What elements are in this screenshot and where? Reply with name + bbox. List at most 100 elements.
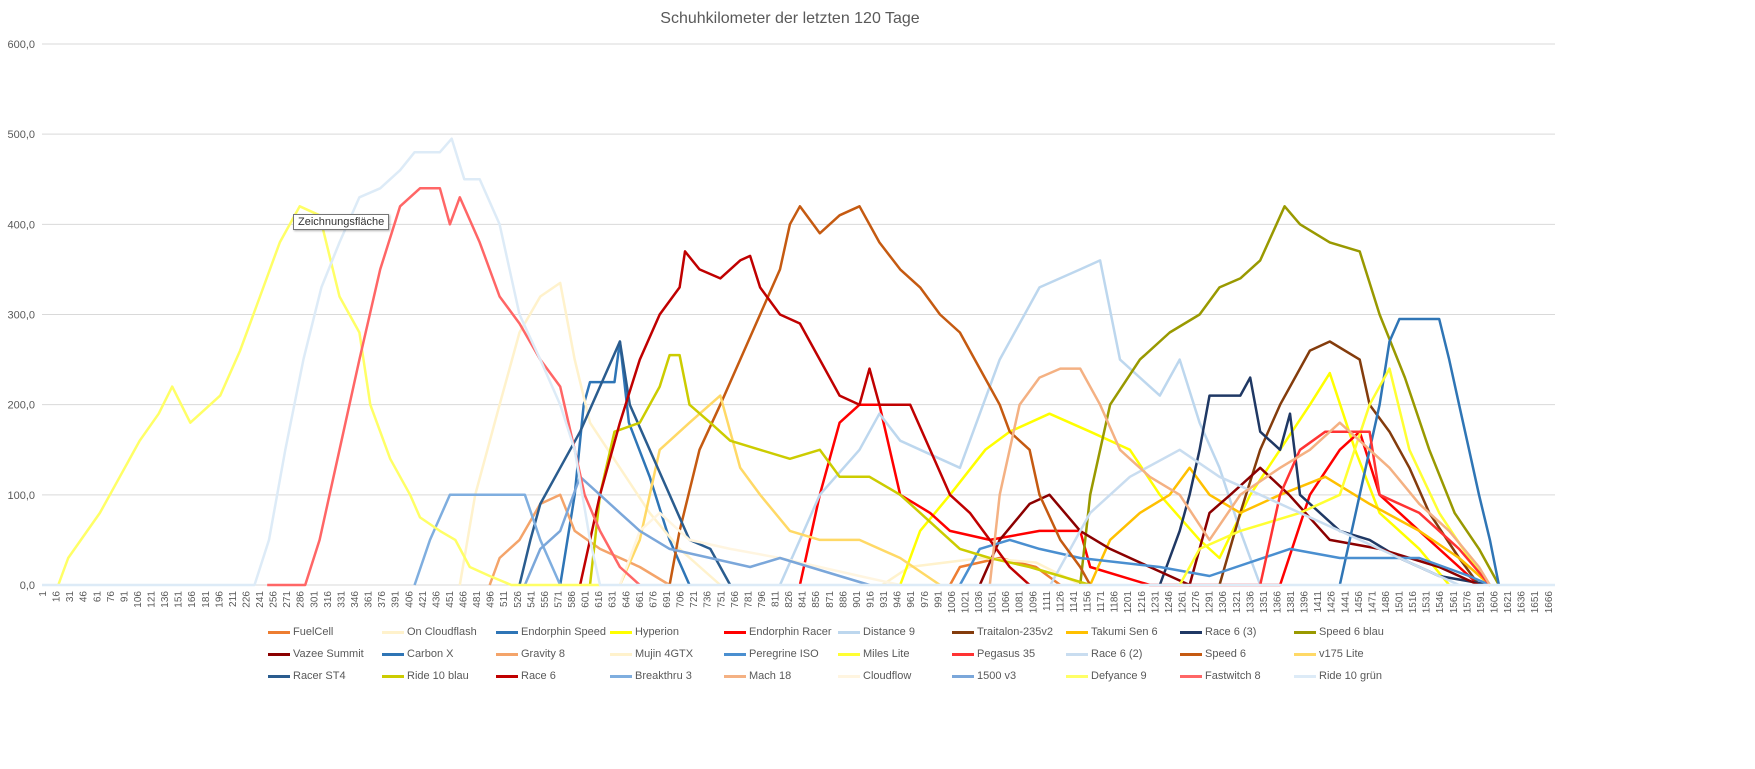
x-tick-label: 1366 (1272, 591, 1283, 614)
series-line-race-6 (578, 250, 1031, 586)
x-tick-label: 1636 (1517, 591, 1528, 614)
legend-swatch (268, 652, 290, 656)
legend-label: Mujin 4GTX (635, 648, 694, 660)
legend-label: Traitalon-235v2 (977, 626, 1054, 638)
x-tick-label: 1111 (1042, 591, 1053, 611)
x-tick-label: 1186 (1110, 591, 1121, 613)
x-tick-label: 181 (201, 591, 212, 608)
legend-item: Fastwitch 8 (1180, 668, 1294, 684)
legend-label: 1500 v3 (977, 670, 1017, 682)
x-tick-label: 106 (133, 591, 144, 608)
x-tick-label: 901 (852, 591, 863, 608)
x-tick-label: 646 (621, 591, 632, 608)
x-tick-label: 856 (811, 591, 822, 608)
legend-swatch (724, 630, 746, 634)
x-tick-label: 151 (174, 591, 185, 608)
series-line-gravity-8 (488, 493, 671, 587)
y-tick-label: 200,0 (7, 400, 35, 412)
legend-label: Ride 10 grün (1319, 670, 1382, 682)
legend-swatch (1294, 630, 1316, 634)
y-tick-label: 500,0 (7, 129, 35, 141)
legend-swatch (724, 674, 746, 678)
x-tick-label: 1666 (1544, 591, 1555, 614)
x-tick-label: 1156 (1083, 591, 1094, 613)
legend-item: Race 6 (496, 668, 610, 684)
x-tick-label: 1291 (1205, 591, 1216, 614)
legend-item: Endorphin Racer (724, 624, 838, 640)
gridlines (42, 43, 1555, 586)
x-tick-label: 1006 (947, 591, 958, 614)
legend-label: Race 6 (2) (1091, 648, 1143, 660)
legend-swatch (1294, 652, 1316, 656)
x-tick-label: 226 (241, 591, 252, 608)
x-tick-label: 76 (106, 591, 117, 603)
legend-label: Speed 6 (1205, 648, 1246, 660)
x-tick-label: 61 (92, 591, 103, 603)
x-tick-label: 571 (553, 591, 564, 608)
x-tick-label: 1321 (1232, 591, 1243, 614)
x-tick-label: 1546 (1435, 591, 1446, 614)
series-line-takumi-sen-6 (1089, 466, 1491, 586)
x-tick-label: 841 (798, 591, 809, 608)
y-tick-label: 300,0 (7, 310, 35, 322)
legend-label: Breakthru 3 (635, 670, 692, 682)
legend-item: Defyance 9 (1066, 668, 1180, 684)
series-line-distance-9 (778, 259, 1262, 586)
legend-swatch (496, 630, 518, 634)
series-line-pegasus-35 (1258, 430, 1491, 586)
x-tick-label: 391 (391, 591, 402, 608)
y-tick-label: 100,0 (7, 490, 35, 502)
x-tick-label: 1471 (1367, 591, 1378, 614)
x-tick-label: 271 (282, 591, 293, 608)
x-tick-label: 1351 (1259, 591, 1270, 614)
x-tick-label: 1561 (1449, 591, 1460, 614)
x-tick-label: 961 (906, 591, 917, 608)
x-tick-label: 136 (160, 591, 171, 608)
x-tick-label: 1081 (1015, 591, 1026, 614)
x-tick-label: 286 (296, 591, 307, 608)
series-line-fuelcell (948, 556, 1062, 587)
legend-label: FuelCell (293, 626, 334, 638)
legend-label: Defyance 9 (1091, 670, 1147, 682)
x-tick-label: 811 (771, 591, 782, 607)
legend-swatch (1180, 630, 1202, 634)
legend-swatch (724, 652, 746, 656)
series-lines (42, 137, 1555, 587)
series-line-ride-10-gr-n (42, 137, 1555, 587)
legend-item: Ride 10 grün (1294, 668, 1408, 684)
x-tick-label: 601 (581, 591, 592, 608)
legend-swatch (382, 630, 404, 634)
legend-label: On Cloudflash (407, 626, 477, 638)
legend-swatch (952, 652, 974, 656)
x-tick-label: 721 (689, 591, 700, 608)
x-tick-label: 886 (838, 591, 849, 608)
x-tick-label: 1036 (974, 591, 985, 614)
legend-item: Racer ST4 (268, 668, 382, 684)
legend-swatch (382, 674, 404, 678)
legend-item: Breakthru 3 (610, 668, 724, 684)
legend-label: Distance 9 (863, 626, 915, 638)
series-line-speed-6-blau (1078, 205, 1500, 586)
x-tick-label: 1606 (1490, 591, 1501, 614)
x-tick-label: 691 (662, 591, 673, 608)
x-tick-label: 466 (459, 591, 470, 608)
x-tick-label: 556 (540, 591, 551, 608)
legend-swatch (1066, 652, 1088, 656)
legend-item: Hyperion (610, 624, 724, 640)
series-line-fastwitch-8 (267, 187, 641, 587)
x-tick-label: 1516 (1408, 591, 1419, 614)
x-tick-label: 361 (364, 591, 375, 608)
legend-label: Carbon X (407, 648, 454, 660)
legend: FuelCell On Cloudflash Endorphin Speed Hype… (268, 624, 1468, 684)
legend-label: Ride 10 blau (407, 670, 469, 682)
legend-item: Carbon X (382, 646, 496, 662)
legend-label: Miles Lite (863, 648, 910, 660)
x-tick-label: 1261 (1177, 591, 1188, 614)
x-tick-label: 46 (79, 591, 90, 603)
legend-swatch (952, 674, 974, 678)
x-tick-label: 1381 (1286, 591, 1297, 614)
legend-swatch (382, 652, 404, 656)
x-tick-label: 1066 (1001, 591, 1012, 614)
legend-label: Fastwitch 8 (1205, 670, 1261, 682)
y-axis-ticks: 0,0 100,0 200,0 300,0 400,0 500,0 600,0 (7, 39, 35, 592)
